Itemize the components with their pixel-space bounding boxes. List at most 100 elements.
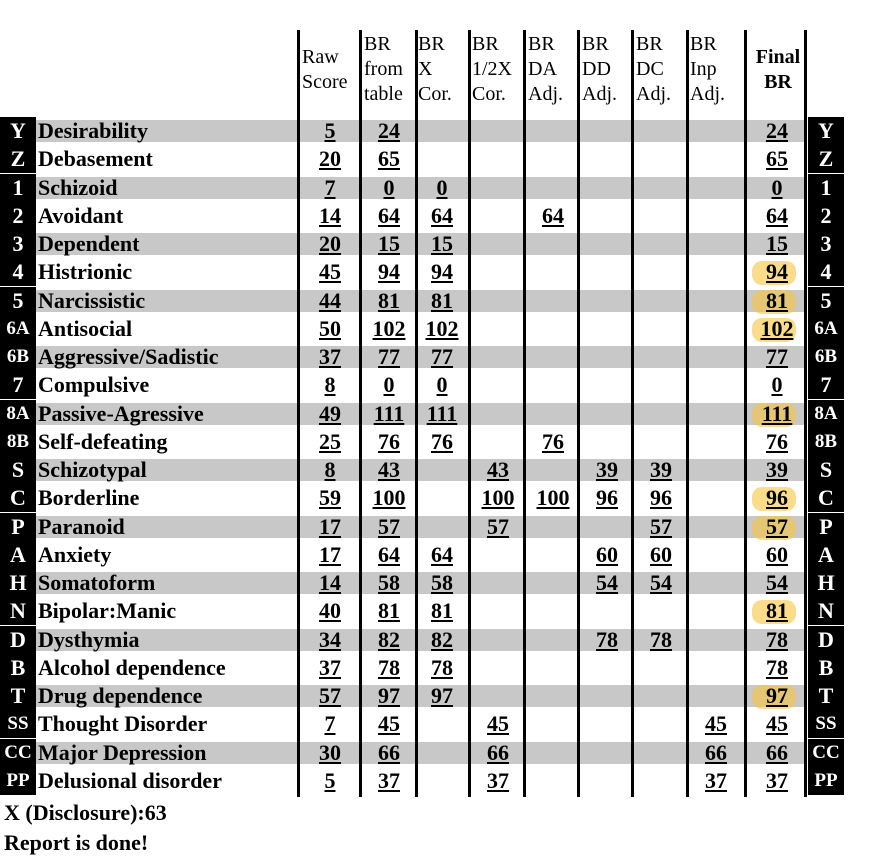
scale-code-right: Y xyxy=(808,117,844,145)
score-table: 43 xyxy=(378,457,400,482)
column-header-line: table xyxy=(364,83,403,105)
column-divider xyxy=(415,30,418,797)
scale-code-right: 5 xyxy=(808,286,844,315)
column-header-line: BR xyxy=(764,71,792,93)
scale-code: CC xyxy=(0,738,36,767)
scale-name: Avoidant xyxy=(38,202,124,228)
highlight-mark xyxy=(752,487,796,512)
scale-name: Histrionic xyxy=(38,259,133,285)
column-header: BR DA Adj. xyxy=(528,32,580,107)
score-dc: 78 xyxy=(650,626,672,652)
score-table: 77 xyxy=(378,344,400,369)
column-header-line: Adj. xyxy=(582,83,617,105)
score-raw: 8 xyxy=(324,372,336,398)
score-final: 78 xyxy=(766,654,788,680)
scale-code: 5 xyxy=(0,286,36,315)
column-header-line: from xyxy=(364,58,403,80)
score-raw: 5 xyxy=(324,118,336,143)
score-da: 100 xyxy=(536,485,570,511)
scale-code: B xyxy=(0,653,36,682)
row-band xyxy=(32,628,806,651)
score-half: 43 xyxy=(487,457,509,482)
score-half: 37 xyxy=(487,767,509,793)
column-header-line: X xyxy=(418,58,433,80)
score-final: 96 xyxy=(766,485,788,511)
scale-code: 8A xyxy=(0,399,36,428)
score-raw: 37 xyxy=(319,344,341,369)
score-final: 54 xyxy=(766,570,788,595)
score-raw: 44 xyxy=(319,287,341,313)
column-header-line: DC xyxy=(636,58,664,80)
column-header: BR DD Adj. xyxy=(582,32,634,107)
highlight-mark xyxy=(752,600,796,625)
scale-code-right: T xyxy=(808,682,844,710)
score-dc: 96 xyxy=(650,485,672,511)
highlight-mark xyxy=(752,402,796,427)
score-final: 76 xyxy=(766,428,788,454)
score-final: 102 xyxy=(760,315,794,341)
scale-name: Antisocial xyxy=(38,315,133,341)
score-table: 65 xyxy=(378,146,400,172)
column-divider xyxy=(359,30,362,797)
score-x: 102 xyxy=(425,315,459,341)
scale-code-right: 7 xyxy=(808,371,844,400)
scale-code: C xyxy=(0,484,36,513)
column-header: Raw Score xyxy=(302,45,360,95)
scale-code-right: P xyxy=(808,512,844,541)
column-header-line: BR xyxy=(472,33,499,55)
score-final: 65 xyxy=(766,146,788,172)
column-header-line: BR xyxy=(690,33,717,55)
scale-name: Somatoform xyxy=(38,570,156,595)
score-table: 111 xyxy=(373,400,405,426)
highlight-mark xyxy=(752,289,796,314)
scale-code-right: Z xyxy=(808,145,844,174)
row-band xyxy=(32,741,806,764)
scale-name: Debasement xyxy=(38,146,153,172)
score-dd: 96 xyxy=(596,485,618,511)
scale-code-right: 1 xyxy=(808,173,844,202)
score-half: 100 xyxy=(481,485,515,511)
score-raw: 20 xyxy=(319,231,341,256)
highlight-mark xyxy=(752,515,796,540)
score-dd: 60 xyxy=(596,541,618,567)
score-dd: 54 xyxy=(596,570,618,595)
column-header-line: BR xyxy=(364,33,391,55)
score-table: 24 xyxy=(378,118,400,143)
scale-code: 2 xyxy=(0,201,36,230)
score-table: 57 xyxy=(378,513,400,539)
score-table: 45 xyxy=(378,711,400,737)
scale-code-right: CC xyxy=(808,738,844,767)
score-raw: 5 xyxy=(324,767,336,793)
scale-code-right: SS xyxy=(808,710,844,739)
score-da: 64 xyxy=(542,202,564,228)
score-raw: 25 xyxy=(319,428,341,454)
row-band xyxy=(32,459,806,481)
score-x: 111 xyxy=(426,400,458,426)
scale-name: Self-defeating xyxy=(38,428,168,454)
score-x: 81 xyxy=(431,598,453,624)
column-header-line: Cor. xyxy=(472,83,506,105)
score-raw: 37 xyxy=(319,654,341,680)
scale-name: Bipolar:Manic xyxy=(38,598,177,624)
row-band xyxy=(32,685,806,707)
scale-name: Anxiety xyxy=(38,541,112,567)
score-x: 77 xyxy=(431,344,453,369)
scale-name: Desirability xyxy=(38,118,148,143)
column-divider xyxy=(468,30,471,797)
score-table: 37 xyxy=(378,767,400,793)
score-final: 24 xyxy=(766,118,788,143)
scale-code-right: 8A xyxy=(808,399,844,428)
scale-code-right: H xyxy=(808,569,844,597)
score-raw: 30 xyxy=(319,739,341,765)
column-header-line: Raw xyxy=(302,46,339,68)
score-final: 66 xyxy=(766,739,788,765)
column-header: BR DC Adj. xyxy=(636,32,688,107)
scale-code: 6A xyxy=(0,314,36,343)
score-raw: 17 xyxy=(319,541,341,567)
scale-code-right: B xyxy=(808,653,844,682)
column-header-line: BR xyxy=(418,33,445,55)
score-table: 15 xyxy=(378,231,400,256)
scale-code: SS xyxy=(0,710,36,739)
score-raw: 17 xyxy=(319,513,341,539)
